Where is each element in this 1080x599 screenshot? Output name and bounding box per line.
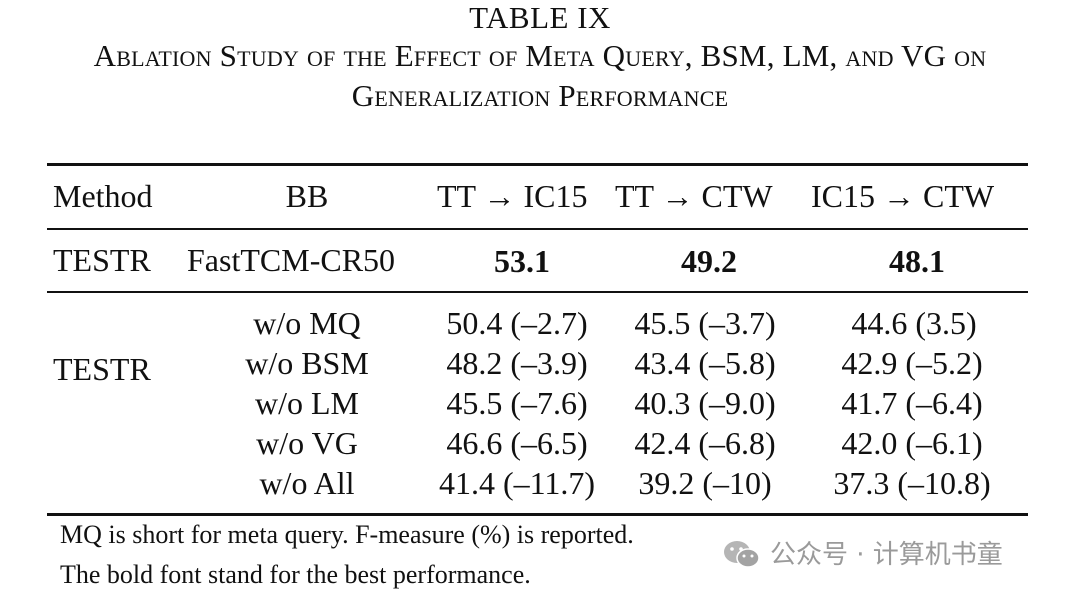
ablation-value: 44.6 (3.5) xyxy=(851,305,977,341)
ablation-variant: w/o VG xyxy=(256,425,358,461)
wechat-icon xyxy=(722,539,762,571)
ablation-method: TESTR xyxy=(53,351,151,387)
mid-rule xyxy=(47,291,1028,293)
ablation-value: 42.0 (–6.1) xyxy=(841,425,983,461)
main-row-method: TESTR xyxy=(53,242,151,278)
header-ic15-ctw: IC15 → CTW xyxy=(811,178,995,214)
header-rule xyxy=(47,228,1028,230)
ablation-variant: w/o All xyxy=(259,465,355,501)
ablation-value: 40.3 (–9.0) xyxy=(634,385,776,421)
ablation-value: 37.3 (–10.8) xyxy=(833,465,991,501)
main-row-ic15-ctw: 48.1 xyxy=(889,243,945,279)
main-row-bb: FastTCM-CR50 xyxy=(187,242,396,278)
ablation-value: 39.2 (–10) xyxy=(638,465,772,501)
ablation-variant: w/o LM xyxy=(255,385,359,421)
watermark-text: 公众号 · 计算机书童 xyxy=(770,540,1003,570)
ablation-value: 43.4 (–5.8) xyxy=(634,345,776,381)
ablation-variant: w/o MQ xyxy=(253,305,361,341)
main-row-tt-ctw: 49.2 xyxy=(681,243,737,279)
table-label: TABLE IX xyxy=(469,0,611,35)
bottom-rule xyxy=(47,513,1028,516)
ablation-value: 42.9 (–5.2) xyxy=(841,345,983,381)
ablation-value: 46.6 (–6.5) xyxy=(446,425,588,461)
watermark: 公众号 · 计算机书童 xyxy=(722,539,1003,571)
main-row-tt-ic15: 53.1 xyxy=(494,243,550,279)
ablation-value: 50.4 (–2.7) xyxy=(446,305,588,341)
header-bb: BB xyxy=(285,178,329,214)
top-rule xyxy=(47,163,1028,166)
ablation-value: 48.2 (–3.9) xyxy=(446,345,588,381)
ablation-value: 45.5 (–3.7) xyxy=(634,305,776,341)
table-title-line-2: Generalization Performance xyxy=(351,78,729,113)
ablation-value: 45.5 (–7.6) xyxy=(446,385,588,421)
table-note-2: The bold font stand for the best perform… xyxy=(60,560,531,589)
ablation-value: 41.4 (–11.7) xyxy=(438,465,596,501)
ablation-variant: w/o BSM xyxy=(245,345,369,381)
ablation-value: 42.4 (–6.8) xyxy=(634,425,776,461)
table-note-1: MQ is short for meta query. F-measure (%… xyxy=(60,520,634,549)
table-title-line-1: Ablation Study of the Effect of Meta Que… xyxy=(93,38,987,73)
ablation-value: 41.7 (–6.4) xyxy=(841,385,983,421)
header-tt-ic15: TT → IC15 xyxy=(437,178,588,214)
header-tt-ctw: TT → CTW xyxy=(615,178,773,214)
header-method: Method xyxy=(53,178,153,214)
